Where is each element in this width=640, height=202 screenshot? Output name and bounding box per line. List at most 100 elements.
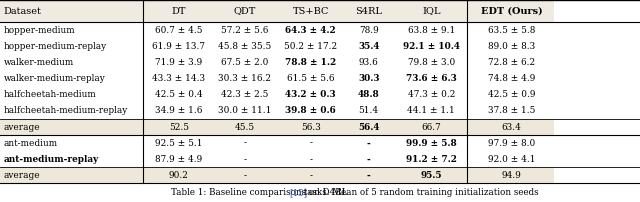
Bar (344, 135, 394, 151)
Text: 42.5 ± 0.4: 42.5 ± 0.4 (155, 90, 203, 99)
Bar (212, 87, 278, 103)
Text: -: - (309, 171, 312, 180)
Bar (212, 183, 278, 202)
Bar (146, 22, 212, 38)
Text: 92.0 ± 4.1: 92.0 ± 4.1 (488, 155, 535, 164)
Bar (344, 54, 394, 70)
Text: 94.9: 94.9 (501, 171, 522, 180)
Text: 35.4: 35.4 (358, 42, 380, 51)
Text: -: - (367, 171, 371, 180)
Text: -: - (367, 139, 371, 148)
Text: 95.5: 95.5 (420, 171, 442, 180)
Bar (278, 183, 344, 202)
Bar (212, 135, 278, 151)
Bar (469, 38, 554, 54)
Bar (212, 103, 278, 119)
Text: 30.3 ± 16.2: 30.3 ± 16.2 (218, 74, 271, 83)
Bar (394, 38, 469, 54)
Text: 97.9 ± 8.0: 97.9 ± 8.0 (488, 139, 535, 148)
Text: halfcheetah-medium: halfcheetah-medium (4, 90, 97, 99)
Bar (146, 38, 212, 54)
Text: 47.3 ± 0.2: 47.3 ± 0.2 (408, 90, 455, 99)
Bar (146, 54, 212, 70)
Text: -: - (367, 155, 371, 164)
Bar (469, 87, 554, 103)
Bar (278, 0, 344, 22)
Text: 42.3 ± 2.5: 42.3 ± 2.5 (221, 90, 269, 99)
Text: 34.9 ± 1.6: 34.9 ± 1.6 (155, 106, 203, 115)
Text: average: average (4, 122, 40, 132)
Bar (344, 87, 394, 103)
Text: 45.5: 45.5 (235, 122, 255, 132)
Text: 91.2 ± 7.2: 91.2 ± 7.2 (406, 155, 457, 164)
Bar (344, 103, 394, 119)
Bar (394, 183, 469, 202)
Text: 51.4: 51.4 (358, 106, 379, 115)
Text: walker-medium-replay: walker-medium-replay (4, 74, 106, 83)
Bar (469, 183, 554, 202)
Text: tasks. Mean of 5 random training initialization seeds: tasks. Mean of 5 random training initial… (301, 188, 539, 197)
Bar (278, 87, 344, 103)
Text: 74.8 ± 4.9: 74.8 ± 4.9 (488, 74, 535, 83)
Text: walker-medium: walker-medium (4, 58, 74, 67)
Text: 90.2: 90.2 (169, 171, 189, 180)
Text: 37.8 ± 1.5: 37.8 ± 1.5 (488, 106, 535, 115)
Bar (212, 0, 278, 22)
Bar (212, 54, 278, 70)
Bar (212, 38, 278, 54)
Text: 30.0 ± 11.1: 30.0 ± 11.1 (218, 106, 271, 115)
Text: 44.1 ± 1.1: 44.1 ± 1.1 (408, 106, 455, 115)
Bar (394, 70, 469, 87)
Bar (212, 119, 278, 135)
Bar (146, 135, 212, 151)
Text: 42.5 ± 0.9: 42.5 ± 0.9 (488, 90, 535, 99)
Text: 52.5: 52.5 (169, 122, 189, 132)
Text: ant-medium-replay: ant-medium-replay (4, 155, 99, 164)
Bar (469, 54, 554, 70)
Bar (344, 0, 394, 22)
Text: 63.5 ± 5.8: 63.5 ± 5.8 (488, 26, 535, 35)
Bar (278, 119, 344, 135)
Bar (0, 135, 146, 151)
Text: 67.5 ± 2.0: 67.5 ± 2.0 (221, 58, 269, 67)
Bar (0, 54, 146, 70)
Text: TS+BC: TS+BC (292, 7, 329, 16)
Text: halfcheetah-medium-replay: halfcheetah-medium-replay (4, 106, 128, 115)
Bar (394, 87, 469, 103)
Bar (0, 87, 146, 103)
Bar (394, 54, 469, 70)
Bar (278, 135, 344, 151)
Text: 61.9 ± 13.7: 61.9 ± 13.7 (152, 42, 205, 51)
Bar (278, 70, 344, 87)
Bar (146, 183, 212, 202)
Bar (146, 151, 212, 167)
Text: 48.8: 48.8 (358, 90, 380, 99)
Text: 73.6 ± 6.3: 73.6 ± 6.3 (406, 74, 457, 83)
Bar (344, 167, 394, 183)
Bar (0, 70, 146, 87)
Bar (469, 70, 554, 87)
Bar (212, 151, 278, 167)
Bar (146, 87, 212, 103)
Bar (469, 119, 554, 135)
Bar (469, 167, 554, 183)
Text: 78.8 ± 1.2: 78.8 ± 1.2 (285, 58, 336, 67)
Bar (0, 183, 146, 202)
Text: ant-medium: ant-medium (4, 139, 58, 148)
Bar (0, 38, 146, 54)
Text: 71.9 ± 3.9: 71.9 ± 3.9 (156, 58, 202, 67)
Text: 78.9: 78.9 (359, 26, 378, 35)
Bar (278, 38, 344, 54)
Bar (146, 119, 212, 135)
Text: average: average (4, 171, 40, 180)
Bar (469, 22, 554, 38)
Bar (344, 183, 394, 202)
Text: 63.4: 63.4 (501, 122, 522, 132)
Bar (344, 22, 394, 38)
Text: 93.6: 93.6 (359, 58, 378, 67)
Bar (469, 0, 554, 22)
Text: 56.3: 56.3 (301, 122, 321, 132)
Bar (0, 151, 146, 167)
Text: -: - (243, 171, 246, 180)
Text: 60.7 ± 4.5: 60.7 ± 4.5 (155, 26, 203, 35)
